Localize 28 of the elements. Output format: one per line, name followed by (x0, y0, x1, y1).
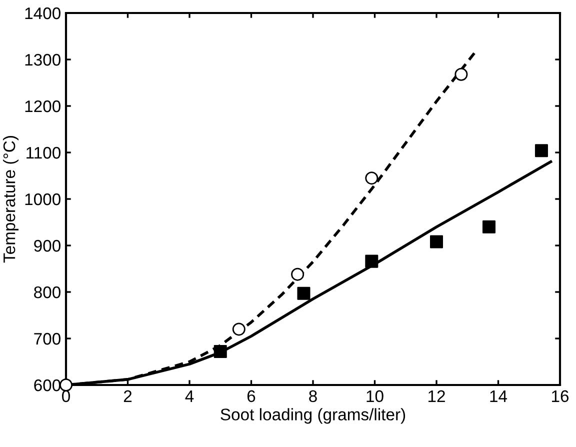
point (534, 144, 548, 158)
x-tick-label: 16 (552, 390, 569, 402)
point (297, 286, 310, 300)
y-tick-label: 700 (34, 332, 60, 345)
point (365, 172, 378, 185)
y-tick-label: 1300 (25, 54, 60, 66)
y-tick-label: 1000 (25, 193, 60, 206)
point (214, 345, 227, 358)
point (430, 235, 444, 248)
point (232, 322, 246, 336)
x-axis-title: Soot loading (grams/liter) (220, 408, 406, 424)
x-tick-label: 8 (309, 390, 317, 402)
y-axis-title: Temperature (°C) (2, 136, 19, 263)
x-tick-label: 6 (247, 390, 256, 402)
point (365, 254, 378, 268)
point (454, 68, 468, 81)
y-tick-label: 1100 (26, 146, 60, 159)
x-tick-label: 10 (366, 390, 384, 402)
y-tick-label: 1400 (25, 7, 60, 20)
y-tick-label: 900 (34, 240, 60, 252)
point (482, 220, 496, 234)
x-tick-label: 12 (428, 390, 445, 402)
x-tick-label: 14 (490, 390, 508, 402)
y-tick-label: 1200 (25, 100, 60, 112)
point (291, 268, 304, 281)
x-tick-label: 2 (124, 390, 132, 402)
y-tick-label: 800 (34, 286, 60, 298)
x-tick-label: 4 (185, 390, 194, 402)
